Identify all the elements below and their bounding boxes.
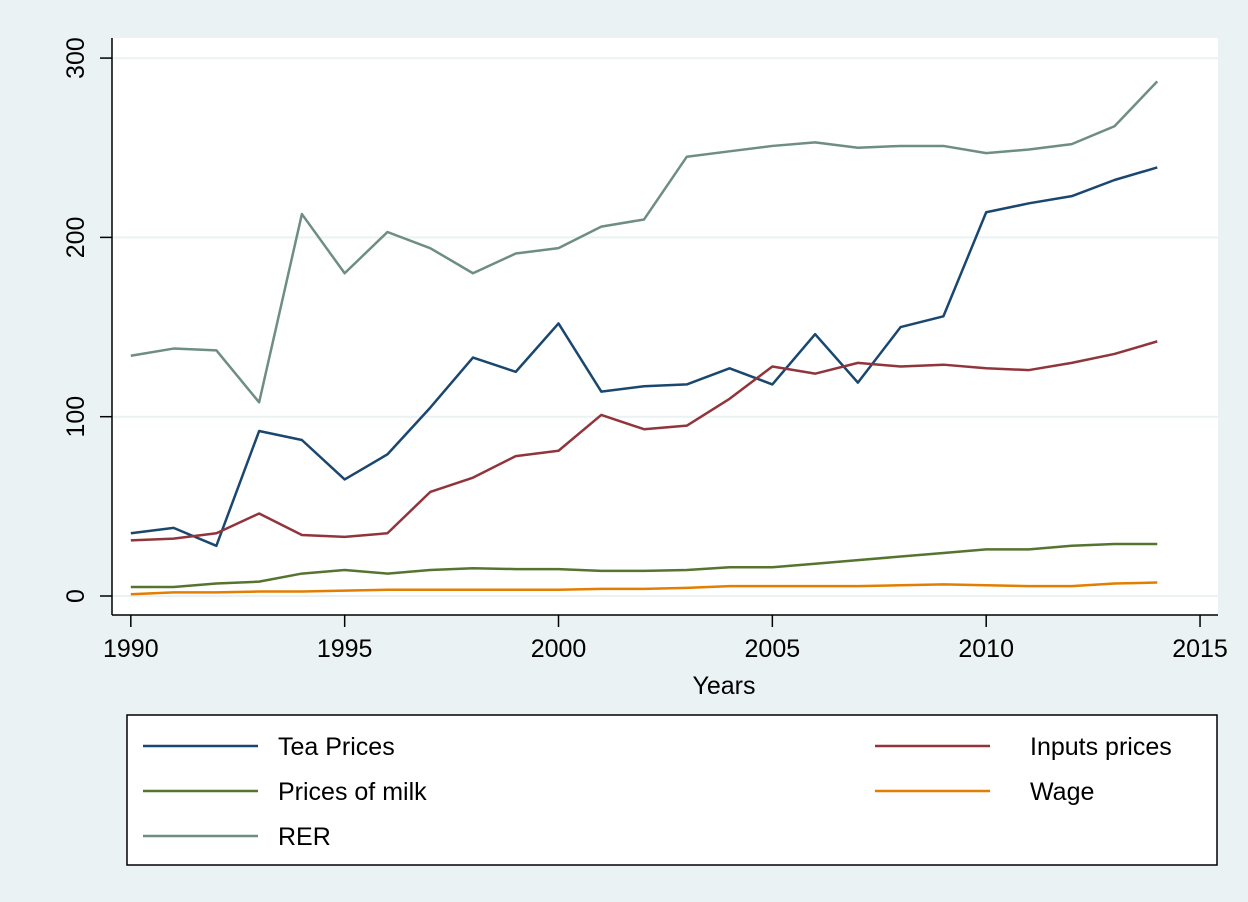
x-axis-label: Years: [692, 672, 755, 700]
x-tick-label: 1990: [103, 635, 159, 663]
x-tick-label: 2005: [745, 635, 801, 663]
x-tick-label: 2010: [958, 635, 1014, 663]
x-tick-label: 2000: [531, 635, 587, 663]
series-line: [130, 340, 1158, 542]
x-tick-label: 2015: [1172, 635, 1228, 663]
y-tick-label: 100: [62, 396, 90, 438]
legend-label: Inputs prices: [1030, 733, 1172, 761]
series-line: [130, 166, 1158, 548]
series-line: [130, 80, 1159, 404]
y-tick-label: 200: [62, 217, 90, 259]
series-line: [130, 542, 1158, 589]
legend-label: Prices of milk: [278, 778, 427, 806]
legend-label: Wage: [1030, 778, 1094, 806]
legend-box: [126, 714, 1218, 866]
series-line: [130, 581, 1158, 596]
plot-area: [112, 38, 1218, 615]
legend-label: Tea Prices: [278, 733, 395, 761]
y-tick-label: 0: [62, 589, 90, 603]
y-tick-label: 300: [62, 37, 90, 79]
legend-label: RER: [278, 823, 331, 851]
x-tick-label: 1995: [317, 635, 373, 663]
